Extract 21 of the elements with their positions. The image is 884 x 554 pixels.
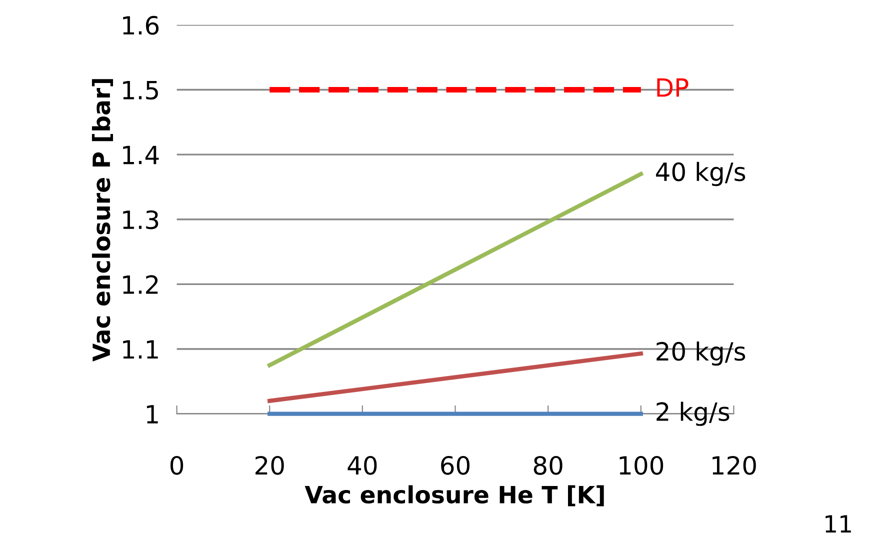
y-tick-label: 1.5 xyxy=(123,81,158,100)
x-tick-label: 40 xyxy=(348,456,377,475)
y-tick-label: 1.2 xyxy=(123,275,158,294)
series-label: 20 kg/s xyxy=(656,341,746,366)
series-label: 40 kg/s xyxy=(656,162,746,186)
series-label: DP xyxy=(657,78,688,97)
x-axis-title: Vac enclosure He T [K] xyxy=(304,485,604,506)
x-tick-label: 80 xyxy=(534,456,562,475)
y-tick-label: 1.1 xyxy=(123,340,158,359)
x-tick-label: 0 xyxy=(170,456,184,475)
y-axis-title: Vac enclosure P [bar] xyxy=(92,79,114,362)
y-tick-label: 1.3 xyxy=(123,210,158,230)
text: 11 xyxy=(826,515,851,532)
y-tick-label: 1.4 xyxy=(123,146,159,164)
x-tick-label: 20 xyxy=(256,456,284,475)
x-tick-label: 60 xyxy=(441,456,470,475)
x-tick-label: 100 xyxy=(620,456,664,475)
series-label: 2 kg/s xyxy=(656,402,730,426)
y-tick-label: 1.6 xyxy=(123,16,159,35)
x-tick-label: 120 xyxy=(712,456,756,475)
y-tick-label: 1 xyxy=(146,405,158,424)
